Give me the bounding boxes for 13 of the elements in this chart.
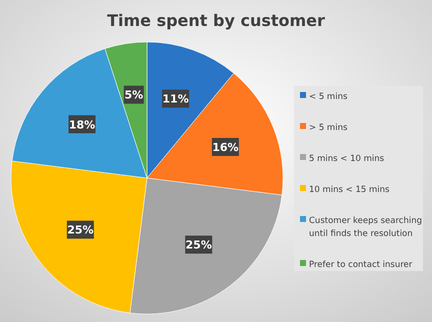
data-label: 18% — [68, 118, 96, 132]
chart-title: Time spent by customer — [107, 11, 326, 30]
data-label: 5% — [124, 88, 144, 102]
legend-label: 10 mins < 15 mins — [309, 185, 390, 195]
data-label: 25% — [67, 224, 94, 237]
legend-label: Prefer to contact insurer — [309, 260, 413, 270]
legend-label: 5 mins < 10 mins — [309, 154, 385, 164]
data-label: 25% — [186, 238, 212, 252]
data-label: 16% — [212, 140, 239, 154]
data-label: 11% — [162, 92, 189, 106]
legend-label: Customer keeps searching until finds the resolution — [309, 216, 422, 239]
legend-label: < 5 mins — [309, 92, 348, 102]
legend-label: > 5 mins — [309, 123, 348, 133]
